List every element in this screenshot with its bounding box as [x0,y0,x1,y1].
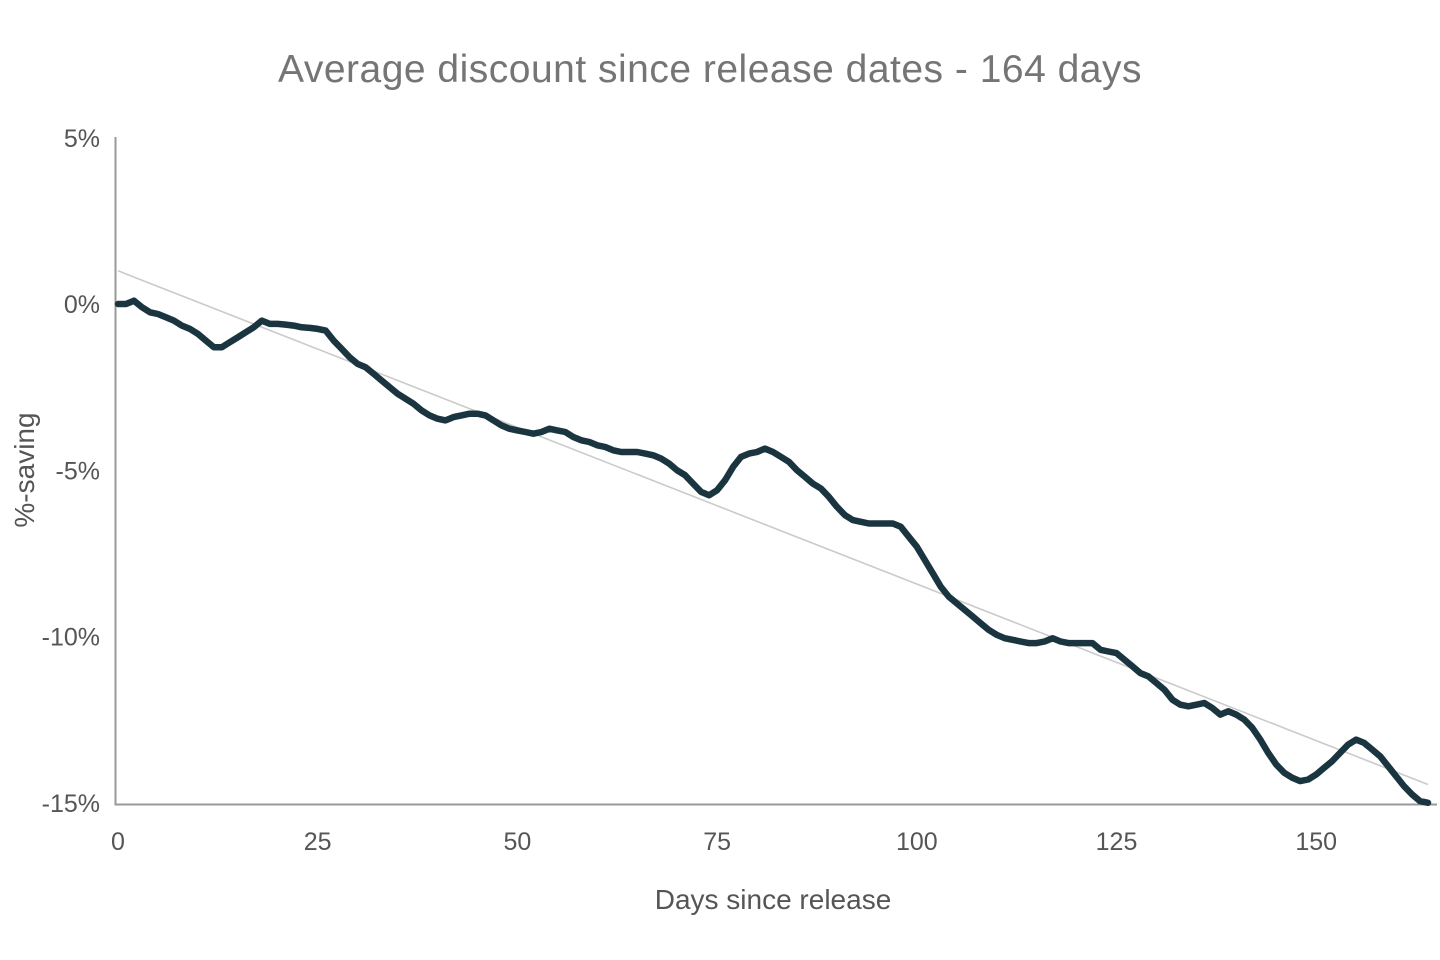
y-tick-label: -5% [56,457,100,485]
x-tick-label: 125 [1096,828,1138,856]
y-tick-label: 5% [64,125,100,153]
y-tick-label: -10% [42,624,100,652]
x-tick-label: 150 [1295,828,1337,856]
x-tick-label: 50 [503,828,531,856]
x-axis-title: Days since release [654,884,892,915]
trend-line [117,270,1429,786]
x-tick-label: 0 [111,828,125,856]
y-tick-label: -15% [42,790,100,818]
discount-line [114,297,1432,807]
y-tick-label: 0% [64,291,100,319]
x-tick-label: 100 [896,828,938,856]
chart-title: Average discount since release dates - 1… [278,48,1142,91]
x-tick-label: 25 [304,828,332,856]
x-tick-label: 75 [703,828,731,856]
